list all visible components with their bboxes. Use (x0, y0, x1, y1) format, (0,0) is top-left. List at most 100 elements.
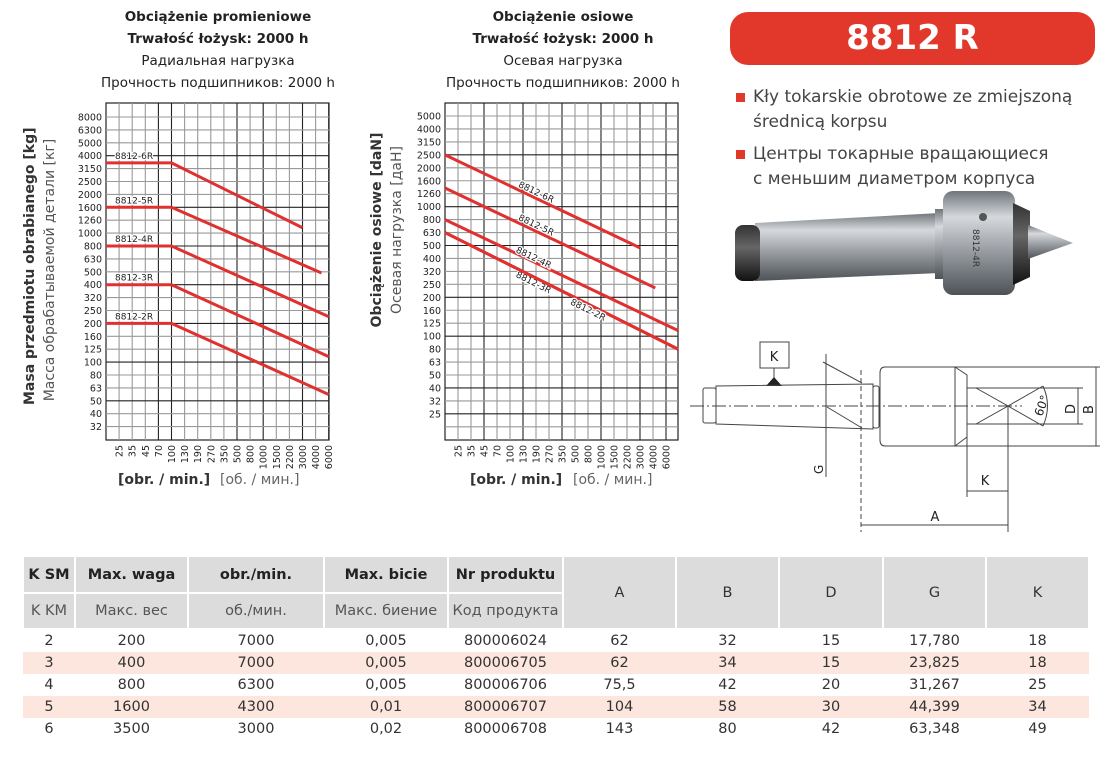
y-tick-label: 50 (429, 371, 441, 382)
table-cell: 0,01 (324, 696, 448, 718)
product-photo: 8812-4R (735, 191, 1073, 295)
table-cell: 800 (117, 677, 146, 693)
y-tick-label: 32 (429, 396, 441, 407)
x-tick-label: 100 (167, 445, 178, 463)
x-tick-label: 1500 (272, 445, 283, 469)
bullet-square-icon (736, 93, 745, 102)
table-row: 2 200 7000 0,005 800006024 62 32 15 17,780 18 (23, 629, 1089, 652)
x-tick-label: 130 (180, 445, 191, 463)
radial-chart-title: Obciążenie promieniowe Trwałość łożysk: … (98, 6, 338, 94)
series-line (106, 283, 330, 358)
x-tick-label: 270 (206, 445, 217, 463)
x-tick-label: 4000 (649, 445, 660, 469)
y-tick-label: 1000 (417, 202, 441, 213)
table-cell: 42 (718, 677, 737, 693)
y-tick-label: 100 (423, 332, 441, 343)
series-line (444, 186, 656, 290)
table-cell: 6 (44, 721, 54, 737)
series-line (444, 231, 679, 351)
bullet-square-icon (736, 150, 745, 159)
y-tick-label: 125 (84, 345, 102, 356)
header-rpm: obr./min. (187, 555, 325, 594)
y-tick-label: 630 (423, 228, 441, 239)
table-cell: 80 (718, 721, 737, 737)
table-cell: 200 (117, 633, 146, 649)
x-tick-label: 2200 (285, 445, 296, 469)
header-k: K (985, 555, 1090, 630)
x-tick-label: 70 (493, 445, 504, 457)
table-cell: 3500 (113, 721, 150, 737)
y-tick-label: 80 (429, 345, 441, 356)
table-cell: 400 (75, 652, 188, 674)
series-line (444, 218, 679, 332)
x-tick-label: 25 (115, 445, 126, 457)
y-tick-label: 6300 (78, 125, 102, 136)
bullet-ru: Центры токарные вращающиеся с меньшим ди… (736, 142, 1049, 192)
y-tick-label: 630 (84, 254, 102, 265)
spec-table: K SM Max. waga obr./min. Max. bicie Nr p… (22, 555, 1090, 740)
y-tick-label: 250 (423, 280, 441, 291)
title-ru: Радиальная нагрузка (141, 53, 295, 69)
x-tick-label: 1000 (597, 445, 608, 469)
table-cell: 6300 (237, 677, 275, 693)
g-label: G (812, 465, 826, 474)
series-label: 8812-2R (115, 312, 153, 322)
y-tick-label: 40 (90, 409, 102, 420)
y-tick-label: 500 (84, 267, 102, 278)
table-cell: 49 (1028, 721, 1047, 737)
header-product-no: Nr produktu (447, 555, 564, 594)
series-label: 8812-4R (115, 235, 153, 245)
table-cell: 25 (1028, 677, 1047, 693)
header-max-weight-ru: Макс. вес (74, 592, 189, 630)
table-cell: 34 (676, 652, 779, 674)
bullet-pl: Kły tokarskie obrotowe ze zmiejszoną śre… (736, 85, 1072, 135)
y-tick-label: 3150 (417, 137, 441, 148)
x-tick-label: 500 (233, 445, 244, 463)
header-b: B (675, 555, 780, 630)
y-tick-label: 1000 (78, 229, 102, 240)
table-cell: 7000 (237, 633, 275, 649)
x-tick-label: 6000 (324, 445, 335, 469)
table-cell: 31,267 (909, 677, 960, 693)
axial-chart-title: Obciążenie osiowe Trwałość łożysk: 2000 … (443, 6, 683, 94)
x-tick-label: 270 (545, 445, 556, 463)
table-cell: 1600 (75, 696, 188, 718)
y-tick-label: 1600 (417, 176, 441, 187)
y-tick-label: 4000 (78, 151, 102, 162)
charts-canvas: 8000630050004000315025002000160012601000… (78, 102, 679, 469)
table-cell: 15 (779, 652, 883, 674)
table-cell: 4 (44, 677, 54, 693)
axial-xlabel-pl: [obr. / min.] (470, 472, 563, 488)
header-max-weight: Max. waga (74, 555, 189, 594)
y-tick-label: 320 (84, 293, 102, 304)
header-a: A (562, 555, 677, 630)
y-tick-label: 200 (423, 293, 441, 304)
y-tick-label: 800 (423, 215, 441, 226)
radial-xlabel-ru: [об. / мин.] (220, 472, 300, 488)
table-cell: 800006707 (448, 696, 563, 718)
title-ru: Осевая нагрузка (503, 53, 623, 69)
table-cell: 20 (821, 677, 841, 693)
k-box-label: K (770, 350, 779, 365)
k-dim-label: K (981, 474, 990, 489)
x-tick-label: 70 (154, 445, 165, 457)
x-tick-label: 130 (519, 445, 530, 463)
y-tick-label: 100 (84, 358, 102, 369)
y-tick-label: 125 (423, 319, 441, 330)
a-dim-label: A (931, 510, 940, 525)
table-row: 5 1600 4300 0,01 800006707 104 58 30 44,399 34 (23, 696, 1089, 718)
x-tick-label: 190 (193, 445, 204, 463)
bullet-line: Центры токарные вращающиеся (753, 144, 1049, 164)
table-cell: 800006705 (448, 652, 563, 674)
table-cell: 7000 (188, 652, 324, 674)
y-tick-label: 800 (84, 242, 102, 253)
x-tick-label: 190 (532, 445, 543, 463)
table-cell: 3000 (237, 721, 275, 737)
y-tick-label: 160 (84, 332, 102, 343)
bullet-line: średnicą korpsu (753, 112, 888, 132)
y-tick-label: 8000 (78, 113, 102, 124)
table-cell: 143 (605, 721, 634, 737)
header-runout: Max. bicie (323, 555, 449, 594)
y-tick-label: 5000 (78, 138, 102, 149)
x-tick-label: 3000 (636, 445, 647, 469)
